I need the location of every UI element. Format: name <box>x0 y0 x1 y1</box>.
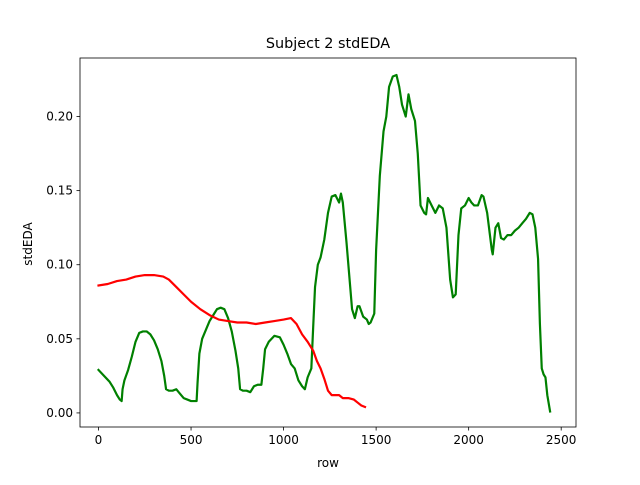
x-tick-label: 1500 <box>361 433 392 447</box>
series-line-1 <box>96 73 552 413</box>
y-axis-label: stdEDA <box>21 222 35 266</box>
y-tick-label: 0.05 <box>46 332 73 346</box>
x-tick-label: 2000 <box>453 433 484 447</box>
y-tick-label: 0.15 <box>46 184 73 198</box>
chart-title: Subject 2 stdEDA <box>266 36 390 52</box>
x-tick-label: 0 <box>95 433 103 447</box>
y-tick-label: 0.20 <box>46 110 73 124</box>
x-ticks: 0 500 1000 1500 2000 2500 <box>95 427 577 447</box>
axes-frame <box>79 57 577 428</box>
y-tick-label: 0.00 <box>46 406 73 420</box>
series-line-2 <box>97 274 367 409</box>
x-tick-label: 1000 <box>268 433 299 447</box>
series-layer <box>96 73 552 413</box>
x-tick-label: 500 <box>180 433 203 447</box>
y-tick-label: 0.10 <box>46 258 73 272</box>
x-axis-label: row <box>317 456 339 470</box>
y-ticks: 0.00 0.05 0.10 0.15 0.20 <box>46 110 80 420</box>
x-tick-label: 2500 <box>546 433 577 447</box>
